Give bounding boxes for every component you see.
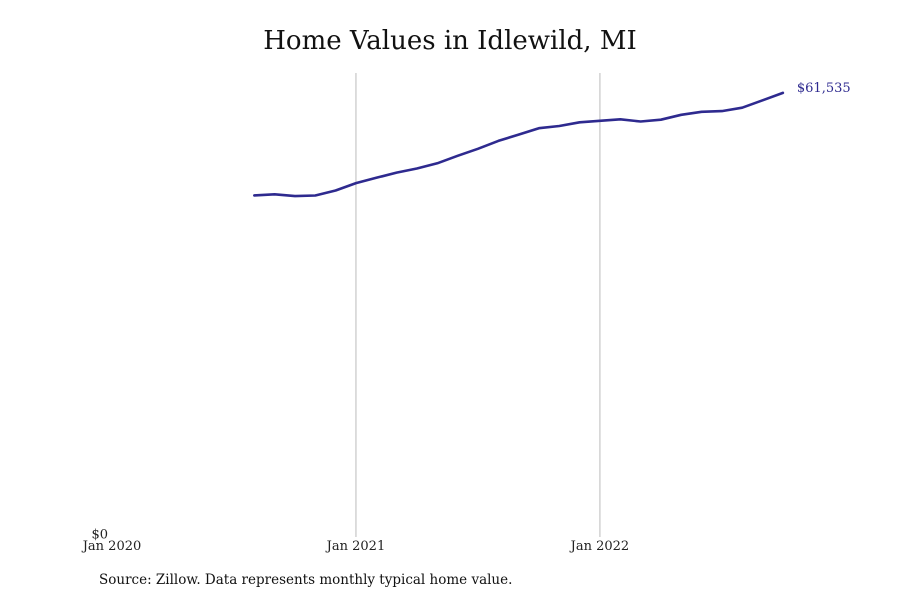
axis-labels: Jan 2020 Jan 2021 Jan 2022 $0 $61,535	[81, 81, 851, 554]
gridlines	[355, 73, 601, 537]
series-layer	[253, 91, 785, 198]
x-tick-label: Jan 2021	[325, 539, 386, 554]
x-tick-label: Jan 2022	[569, 539, 630, 554]
x-tick-label: Jan 2020	[81, 539, 142, 554]
series-line-0	[253, 91, 785, 198]
chart-title: Home Values in Idlewild, MI	[263, 26, 637, 56]
end-value-label: $61,535	[797, 81, 851, 96]
y-tick-label: $0	[91, 528, 108, 543]
source-note: Source: Zillow. Data represents monthly …	[99, 572, 513, 588]
